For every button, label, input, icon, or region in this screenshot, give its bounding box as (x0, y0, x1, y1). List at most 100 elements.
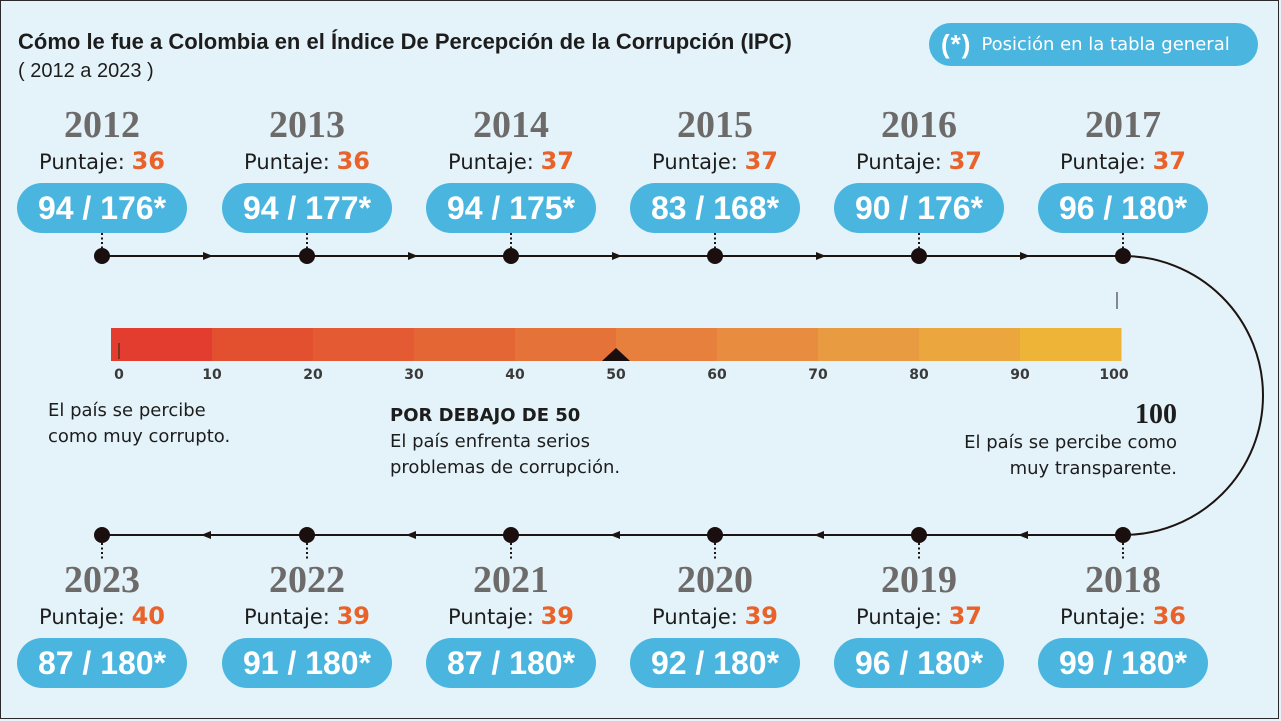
marker-50-icon (602, 348, 630, 361)
scale-segment (818, 328, 920, 361)
year-label: 2013 (269, 104, 345, 146)
arrow-left-icon (201, 531, 211, 539)
note-transparent-value: 100 (1135, 399, 1177, 430)
rank-badge: 94 / 176* (17, 183, 187, 233)
score-prefix: Puntaje: (652, 150, 745, 174)
year-label: 2022 (269, 559, 345, 601)
score-value: 36 (336, 147, 370, 175)
scale-tick-label: 70 (808, 367, 828, 383)
note-below-50-line2: problemas de corrupción. (390, 457, 621, 478)
timeline-dot (503, 248, 519, 264)
timeline-dot (911, 248, 927, 264)
year-label: 2019 (881, 559, 957, 601)
score-prefix: Puntaje: (39, 605, 132, 629)
asterisk-legend-symbol: (*) (941, 29, 972, 59)
scale-tick-label: 60 (707, 367, 727, 383)
scale-segment (313, 328, 415, 361)
score-line: Puntaje: 40 (0, 603, 212, 630)
note-transparent: 100 El país se percibe como muy transpar… (900, 400, 1177, 482)
year-label: 2015 (677, 104, 753, 146)
timeline-dot (707, 248, 723, 264)
score-prefix: Puntaje: (244, 150, 337, 174)
score-line: Puntaje: 37 (809, 603, 1029, 630)
timeline-dot (1115, 527, 1131, 543)
scale-segment (616, 328, 718, 361)
scale-tick-label: 40 (505, 367, 525, 383)
legend-badge: (*) Posición en la tabla general (929, 23, 1258, 66)
year-label: 2016 (881, 104, 957, 146)
score-prefix: Puntaje: (1060, 150, 1153, 174)
rank-badge: 92 / 180* (630, 638, 800, 688)
timeline-dot (503, 527, 519, 543)
legend-text: Posición en la tabla general (981, 34, 1230, 55)
scale-tick-label: 90 (1010, 367, 1030, 383)
score-value: 37 (540, 147, 574, 175)
year-label: 2014 (473, 104, 549, 146)
score-line: Puntaje: 36 (0, 148, 212, 175)
chart-title: Cómo le fue a Colombia en el Índice De P… (18, 29, 792, 54)
score-line: Puntaje: 37 (1013, 148, 1233, 175)
arrow-left-icon (406, 531, 416, 539)
chart-subtitle: ( 2012 a 2023 ) (18, 60, 154, 82)
arrow-right-icon (816, 252, 826, 260)
note-below-50-line1: El país enfrenta serios (390, 431, 591, 452)
year-label: 2018 (1085, 559, 1161, 601)
score-value: 36 (1152, 602, 1186, 630)
score-line: Puntaje: 39 (197, 603, 417, 630)
scale-tick-label: 50 (606, 367, 626, 383)
score-value: 40 (131, 602, 165, 630)
note-very-corrupt-line2: como muy corrupto. (48, 426, 231, 447)
scale-tick-label: 20 (303, 367, 323, 383)
score-line: Puntaje: 37 (809, 148, 1029, 175)
rank-badge: 91 / 180* (222, 638, 392, 688)
score-line: Puntaje: 37 (605, 148, 825, 175)
rank-badge: 94 / 177* (222, 183, 392, 233)
scale-tick-label: 0 (114, 367, 124, 383)
rank-badge: 99 / 180* (1038, 638, 1208, 688)
arrow-right-icon (1020, 252, 1030, 260)
arrow-right-icon (408, 252, 418, 260)
score-value: 39 (744, 602, 778, 630)
timeline-dot (707, 527, 723, 543)
score-line: Puntaje: 37 (401, 148, 621, 175)
timeline-dot (299, 248, 315, 264)
scale-segment (515, 328, 617, 361)
score-prefix: Puntaje: (448, 150, 541, 174)
rank-badge: 87 / 180* (17, 638, 187, 688)
score-prefix: Puntaje: (856, 150, 949, 174)
year-label: 2023 (64, 559, 140, 601)
note-transparent-line1: El país se percibe como (964, 432, 1177, 453)
note-very-corrupt: El país se percibe como muy corrupto. (48, 398, 230, 450)
scale-tick-label: 80 (909, 367, 929, 383)
scale-segment (414, 328, 516, 361)
rank-badge: 96 / 180* (1038, 183, 1208, 233)
score-line: Puntaje: 36 (1013, 603, 1233, 630)
arrow-right-icon (203, 252, 213, 260)
rank-badge: 87 / 180* (426, 638, 596, 688)
scale-tick-label: 100 (1099, 367, 1129, 383)
note-below-50: POR DEBAJO DE 50 El país enfrenta serios… (390, 403, 620, 481)
timeline-dot (94, 527, 110, 543)
rank-badge: 90 / 176* (834, 183, 1004, 233)
score-prefix: Puntaje: (856, 605, 949, 629)
scale-segment (919, 328, 1021, 361)
year-label: 2021 (473, 559, 549, 601)
rank-badge: 83 / 168* (630, 183, 800, 233)
rank-badge: 94 / 175* (426, 183, 596, 233)
score-prefix: Puntaje: (1060, 605, 1153, 629)
scale-segment (1020, 328, 1122, 361)
arrow-left-icon (610, 531, 620, 539)
note-below-50-heading: POR DEBAJO DE 50 (390, 405, 581, 426)
arrow-left-icon (1018, 531, 1028, 539)
score-value: 37 (744, 147, 778, 175)
score-prefix: Puntaje: (39, 150, 132, 174)
score-value: 37 (1152, 147, 1186, 175)
rank-badge: 96 / 180* (834, 638, 1004, 688)
arrow-right-icon (612, 252, 622, 260)
score-prefix: Puntaje: (448, 605, 541, 629)
score-value: 39 (336, 602, 370, 630)
timeline-dot (911, 527, 927, 543)
scale-segment (717, 328, 819, 361)
